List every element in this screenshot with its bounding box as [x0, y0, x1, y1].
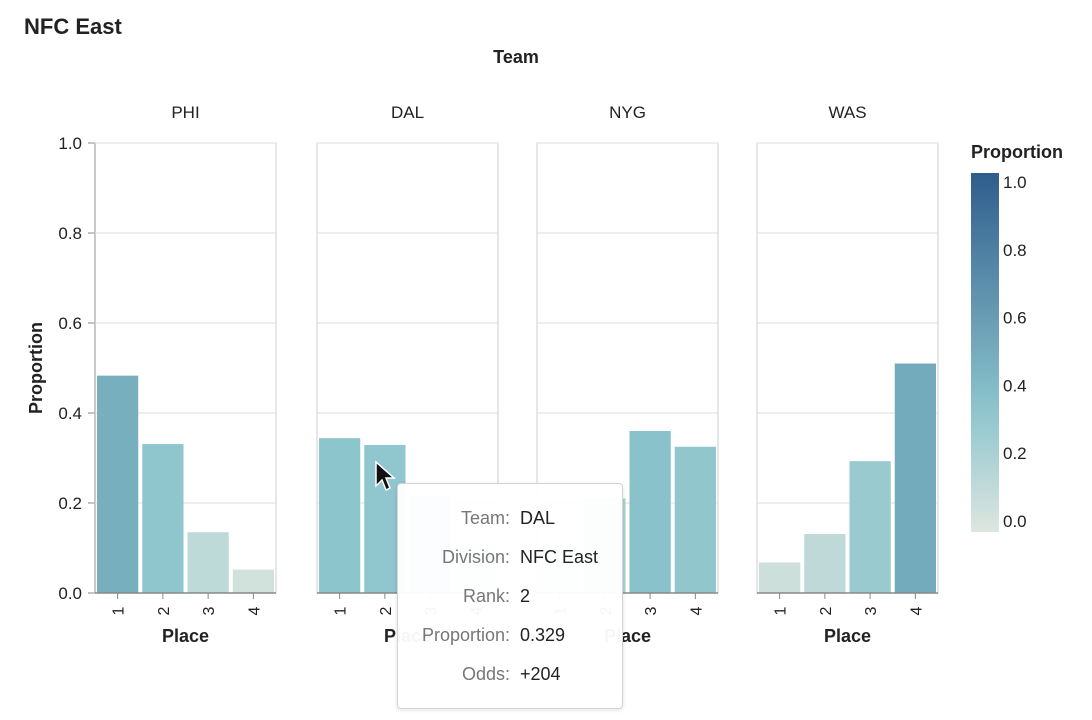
legend-tick-label: 0.8	[1003, 241, 1027, 260]
tooltip-row-proportion: Proportion: 0.329	[398, 625, 622, 655]
y-tick-label: 0.0	[58, 584, 82, 603]
bar-was-place-1	[759, 562, 801, 593]
tooltip-key: Team:	[460, 508, 510, 528]
x-axis-title: Place	[824, 626, 871, 646]
bar-phi-place-1	[97, 375, 139, 593]
x-axis-title: Place	[162, 626, 209, 646]
y-tick-label: 1.0	[58, 134, 82, 153]
x-tick-label: 4	[246, 606, 263, 615]
y-tick-label: 0.6	[58, 314, 82, 333]
y-axis-title: Proportion	[26, 322, 46, 414]
legend-tick-label: 1.0	[1003, 173, 1027, 192]
mouse-cursor-icon	[375, 460, 396, 492]
tooltip-value: NFC East	[520, 547, 599, 567]
y-tick-label: 0.4	[58, 404, 82, 423]
legend-tick-label: 0.4	[1003, 376, 1027, 395]
panel-label: WAS	[828, 103, 866, 122]
y-tick-label: 0.2	[58, 494, 82, 513]
facet-title: Team	[493, 47, 539, 67]
legend-title: Proportion	[971, 142, 1063, 162]
tooltip-value: +204	[520, 664, 561, 684]
tooltip-row-rank: Rank: 2	[398, 586, 622, 616]
tooltip-value: 2	[520, 586, 531, 606]
tooltip-key: Division:	[441, 547, 510, 567]
panel-label: DAL	[391, 103, 424, 122]
x-tick-label: 4	[688, 606, 705, 615]
page-title: NFC East	[24, 14, 122, 39]
bar-dal-place-1	[319, 438, 361, 593]
bar-was-place-4	[894, 363, 936, 593]
x-tick-label: 3	[863, 606, 880, 615]
bar-phi-place-2	[142, 444, 184, 593]
tooltip-row-team: Team: DAL	[398, 508, 622, 538]
tooltip-row-division: Division: NFC East	[398, 547, 622, 577]
legend-tick-label: 0.2	[1003, 444, 1027, 463]
bar-tooltip: Team: DAL Division: NFC East Rank: 2 Pro…	[397, 483, 623, 709]
x-tick-label: 3	[643, 606, 660, 615]
legend-tick-label: 0.6	[1003, 309, 1027, 328]
x-tick-label: 1	[333, 606, 350, 615]
tooltip-key: Proportion:	[421, 625, 510, 645]
panel-label: PHI	[171, 103, 199, 122]
x-tick-label: 2	[378, 606, 395, 615]
bar-nyg-place-4	[674, 446, 716, 593]
y-tick-label: 0.8	[58, 224, 82, 243]
bar-phi-place-4	[232, 569, 274, 593]
x-tick-label: 4	[908, 606, 925, 615]
tooltip-value: DAL	[520, 508, 556, 528]
tooltip-key: Odds:	[461, 664, 510, 684]
bar-nyg-place-3	[629, 431, 671, 593]
bar-was-place-2	[804, 534, 846, 593]
bar-was-place-3	[849, 461, 891, 593]
x-tick-label: 3	[201, 606, 218, 615]
legend-gradient-bar	[971, 173, 999, 532]
tooltip-row-odds: Odds: +204	[398, 664, 622, 694]
legend-tick-label: 0.0	[1003, 512, 1027, 531]
x-tick-label: 1	[111, 606, 128, 615]
x-tick-label: 2	[156, 606, 173, 615]
x-tick-label: 2	[818, 606, 835, 615]
tooltip-value: 0.329	[520, 625, 566, 645]
x-tick-label: 1	[773, 606, 790, 615]
panel-label: NYG	[609, 103, 646, 122]
tooltip-key: Rank:	[462, 586, 510, 606]
bar-phi-place-3	[187, 532, 229, 593]
